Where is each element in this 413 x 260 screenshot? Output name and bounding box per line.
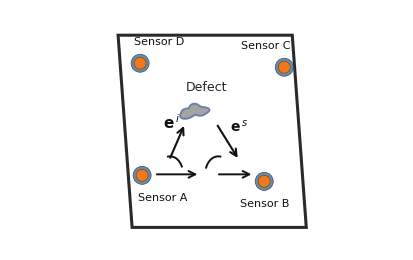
Polygon shape <box>180 104 209 119</box>
Circle shape <box>134 57 146 69</box>
Text: Sensor B: Sensor B <box>239 199 288 209</box>
Text: $\mathbf{e}^{\,i}$: $\mathbf{e}^{\,i}$ <box>162 113 179 132</box>
Circle shape <box>136 169 148 181</box>
Text: Sensor D: Sensor D <box>134 37 184 47</box>
Circle shape <box>258 175 270 187</box>
Text: $\mathbf{e}^{\,s}$: $\mathbf{e}^{\,s}$ <box>230 118 248 134</box>
Text: Sensor A: Sensor A <box>138 193 187 203</box>
Circle shape <box>131 54 149 72</box>
Polygon shape <box>118 35 306 228</box>
Text: Sensor C: Sensor C <box>240 41 290 51</box>
Circle shape <box>133 166 151 184</box>
Circle shape <box>275 58 292 76</box>
Circle shape <box>254 172 273 190</box>
Text: Defect: Defect <box>185 81 226 94</box>
Circle shape <box>278 61 290 73</box>
